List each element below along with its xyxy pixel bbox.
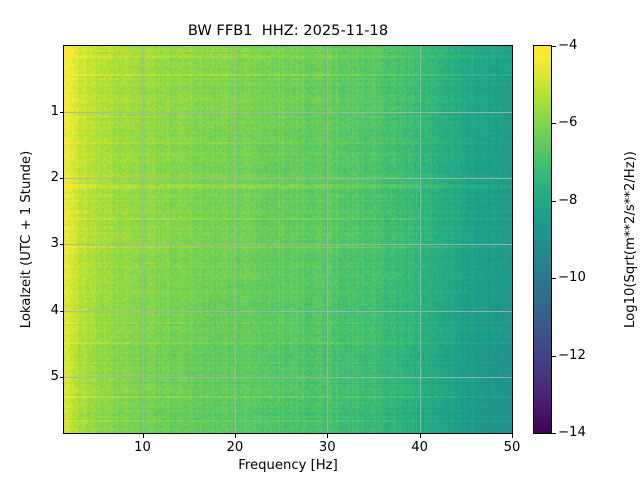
x-tick-label: 40 bbox=[411, 440, 429, 455]
colorbar-tick-label: −14 bbox=[558, 425, 586, 440]
x-tick-label: 50 bbox=[503, 440, 521, 455]
colorbar-tick-mark bbox=[552, 200, 556, 202]
x-tick-mark bbox=[419, 434, 421, 438]
x-tick-label: 30 bbox=[318, 440, 336, 455]
colorbar-tick-label: −6 bbox=[558, 115, 578, 131]
y-tick-mark bbox=[59, 376, 63, 378]
x-tick-mark bbox=[142, 434, 144, 438]
y-tick-mark bbox=[59, 244, 63, 246]
y-axis-label: Lokalzeit (UTC + 1 Stunde) bbox=[19, 150, 34, 329]
colorbar-tick-mark bbox=[552, 123, 556, 125]
spectrogram-axes[interactable] bbox=[63, 45, 513, 434]
colorbar-tick-mark bbox=[552, 46, 556, 47]
colorbar-tick-mark bbox=[552, 278, 556, 280]
y-tick-mark bbox=[59, 310, 63, 312]
x-tick-mark bbox=[327, 434, 329, 438]
colorbar-label: Log10(Sqrt(m**2/s**2/Hz)) bbox=[623, 151, 638, 328]
y-tick-label: 2 bbox=[50, 170, 59, 186]
page-title: BW FFB1 HHZ: 2025-11-18 bbox=[187, 22, 389, 39]
spectrogram-image bbox=[64, 46, 512, 433]
y-tick-label: 1 bbox=[50, 104, 59, 120]
y-tick-label: 4 bbox=[50, 302, 59, 318]
y-tick-label: 3 bbox=[50, 236, 59, 252]
gridline-vertical bbox=[512, 46, 513, 433]
x-tick-mark bbox=[234, 434, 236, 438]
colorbar[interactable] bbox=[533, 45, 552, 434]
y-tick-label: 5 bbox=[50, 368, 59, 384]
x-tick-label: 10 bbox=[134, 440, 151, 455]
y-tick-mark bbox=[59, 112, 63, 114]
y-tick-mark bbox=[59, 178, 63, 180]
colorbar-tick-label: −8 bbox=[558, 192, 578, 208]
colorbar-tick-mark bbox=[552, 355, 556, 357]
colorbar-tick-label: −12 bbox=[558, 347, 586, 363]
x-axis-label: Frequency [Hz] bbox=[238, 458, 338, 473]
x-tick-mark bbox=[512, 434, 513, 438]
colorbar-tick-label: −4 bbox=[558, 38, 578, 53]
colorbar-tick-label: −10 bbox=[558, 270, 586, 286]
colorbar-gradient bbox=[534, 46, 551, 433]
x-tick-label: 20 bbox=[226, 440, 244, 455]
colorbar-tick-mark bbox=[552, 433, 556, 434]
